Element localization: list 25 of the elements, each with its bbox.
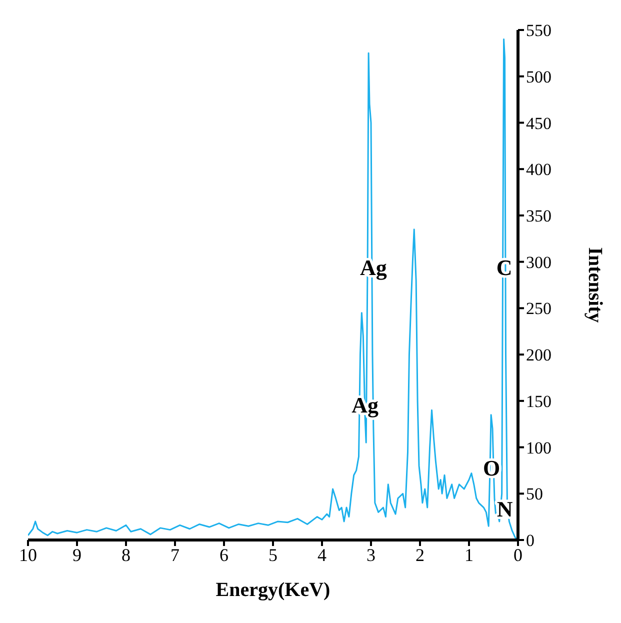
x-tick-label: 6	[220, 544, 228, 565]
y-axis-title: Intensity	[584, 247, 606, 323]
x-tick-label: 10	[19, 544, 37, 565]
y-tick-label: 450	[526, 114, 552, 133]
x-tick-label: 3	[366, 544, 376, 565]
y-tick-label: 150	[526, 392, 552, 411]
x-tick-label: 1	[464, 544, 474, 565]
x-tick-label: 4	[318, 544, 326, 565]
y-tick-label: 250	[526, 299, 552, 318]
y-tick-label: 100	[526, 438, 552, 458]
x-tick-label: 9	[72, 544, 82, 565]
x-tick-label: 5	[268, 544, 278, 565]
x-tick-label: 8	[122, 544, 130, 565]
y-tick-label: 300	[526, 252, 552, 272]
x-tick-label: 0	[514, 544, 522, 565]
y-tick-label: 350	[526, 206, 552, 226]
y-tick-label: 550	[526, 21, 552, 40]
x-tick-label: 2	[416, 544, 424, 565]
x-tick-label: 7	[170, 544, 180, 565]
y-tick-label: 400	[526, 160, 552, 180]
y-tick-label: 200	[526, 346, 552, 365]
y-tick-label: 0	[526, 531, 534, 550]
x-axis-title: Energy(KeV)	[216, 579, 330, 601]
y-tick-label: 500	[526, 67, 552, 86]
y-tick-label: 50	[526, 484, 543, 504]
